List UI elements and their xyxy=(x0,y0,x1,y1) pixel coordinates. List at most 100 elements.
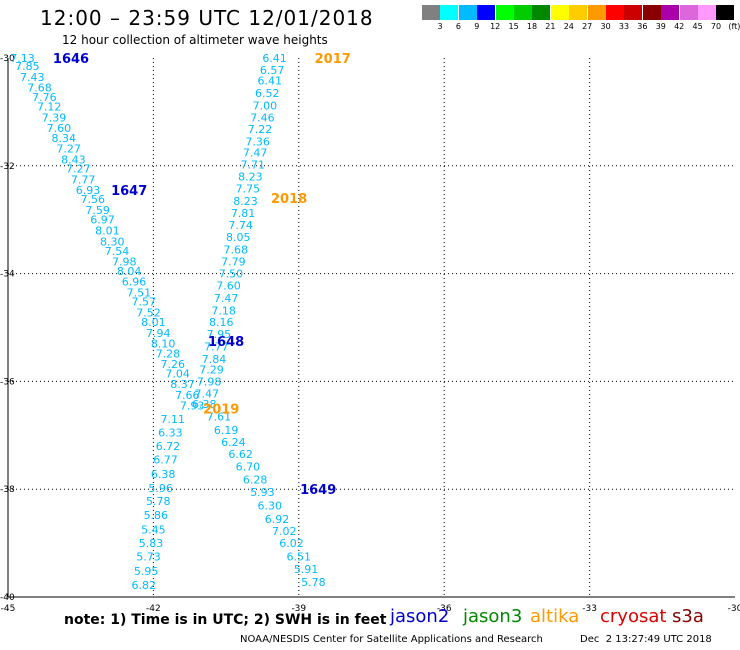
y-tick-label: -38 xyxy=(0,485,15,495)
wave-height-value: 6.93 xyxy=(76,184,101,197)
colorbar-label: 18 xyxy=(526,22,538,31)
wave-height-value: 6.96 xyxy=(122,276,147,289)
wave-height-value: 5.78 xyxy=(301,576,326,589)
wave-height-value: 6.28 xyxy=(243,473,268,486)
wave-height-value: 5.91 xyxy=(294,563,319,576)
wave-height-value: 6.19 xyxy=(214,424,239,437)
wave-height-value: 6.41 xyxy=(262,52,287,65)
timestamp-text: Dec 2 13:27:49 UTC 2018 xyxy=(580,634,712,645)
wave-height-value: 7.56 xyxy=(81,193,106,206)
colorbar-label: 3 xyxy=(437,22,443,31)
x-tick-label: -39 xyxy=(291,604,306,614)
colorbar-swatch xyxy=(422,5,440,20)
wave-height-value: 7.28 xyxy=(156,347,181,360)
wave-height-value: 8.01 xyxy=(141,316,166,329)
colorbar-swatch xyxy=(458,5,477,20)
wave-height-value: 7.36 xyxy=(245,136,270,149)
legend-s3a: s3a xyxy=(672,606,704,627)
wave-height-value: 7.76 xyxy=(32,91,57,104)
colorbar-swatch xyxy=(661,5,680,20)
x-tick-label: -42 xyxy=(146,604,161,614)
wave-height-value: 7.27 xyxy=(66,162,91,175)
wave-height-value: 7.18 xyxy=(211,304,236,317)
wave-height-value: 7.57 xyxy=(131,296,156,309)
x-tick-label: -33 xyxy=(582,604,597,614)
wave-height-value: 7.95 xyxy=(207,328,232,341)
colorbar-label: 30 xyxy=(600,22,611,31)
wave-height-value: 6.51 xyxy=(287,551,312,564)
wave-height-value: 7.26 xyxy=(161,358,186,371)
wave-height-value: 7.00 xyxy=(253,99,278,112)
wave-height-value: 8.43 xyxy=(61,153,86,166)
wave-height-value: 6.92 xyxy=(265,513,290,526)
colorbar-swatch xyxy=(569,5,588,20)
wave-height-value: 7.68 xyxy=(27,82,52,95)
wave-height-value: 7.93 xyxy=(180,400,205,413)
x-tick-label: -36 xyxy=(437,604,452,614)
wave-height-value: 8.16 xyxy=(209,316,234,329)
wave-height-value: 7.51 xyxy=(127,286,152,299)
wave-height-value: 7.11 xyxy=(161,413,186,426)
x-tick-label: -45 xyxy=(1,604,16,614)
note-text: note: 1) Time is in UTC; 2) SWH is in fe… xyxy=(64,612,387,628)
wave-height-value: 5.45 xyxy=(141,524,166,537)
wave-height-value: 5.83 xyxy=(139,537,164,550)
wave-height-value: 5.78 xyxy=(146,495,171,508)
wave-height-value: 8.34 xyxy=(51,132,76,145)
y-tick-label: -36 xyxy=(0,377,15,387)
colorbar-label: 21 xyxy=(545,22,556,31)
colorbar-swatch xyxy=(550,5,569,20)
wave-height-value: 6.30 xyxy=(257,499,282,512)
wave-height-value: 7.98 xyxy=(197,375,222,388)
colorbar-label: 70 xyxy=(710,22,722,31)
colorbar-swatch xyxy=(587,5,606,20)
wave-height-value: 5.95 xyxy=(134,565,159,578)
colorbar-label: 6 xyxy=(455,22,461,31)
wave-height-value: 7.85 xyxy=(15,60,40,73)
wave-height-value: 5.96 xyxy=(148,482,173,495)
wave-height-value: 6.72 xyxy=(156,440,181,453)
wave-height-value: 7.60 xyxy=(47,122,72,135)
colorbar-swatch xyxy=(606,5,624,20)
time-label: 1647 xyxy=(111,184,147,199)
colorbar-label: 15 xyxy=(508,22,519,31)
colorbar-label: 9 xyxy=(474,22,480,31)
time-label: 1649 xyxy=(300,483,336,498)
y-tick-label: -40 xyxy=(0,593,15,603)
wave-height-value: 7.84 xyxy=(202,353,227,366)
wave-height-value: 7.98 xyxy=(112,256,137,269)
wave-height-value: 6.77 xyxy=(153,454,178,467)
wave-height-value: 6.52 xyxy=(255,87,280,100)
colorbar-label: 39 xyxy=(655,22,666,31)
wave-height-value: 6.38 xyxy=(151,468,176,481)
wave-height-values: 7.137.857.437.687.767.127.397.608.347.27… xyxy=(10,52,325,592)
colorbar-swatch xyxy=(440,5,459,20)
wave-height-value: 7.75 xyxy=(236,182,261,195)
wave-height-value: 7.47 xyxy=(243,146,268,159)
wave-height-value: 5.73 xyxy=(136,551,161,564)
wave-height-value: 7.22 xyxy=(248,123,273,136)
colorbar-swatch xyxy=(532,5,551,20)
colorbar-swatch xyxy=(514,5,532,20)
wave-height-value: 7.71 xyxy=(241,159,266,172)
wave-height-value: 8.23 xyxy=(238,171,263,184)
wave-height-value: 7.60 xyxy=(216,279,241,292)
wave-height-value: 6.02 xyxy=(279,537,304,550)
legend-jason2: jason2 xyxy=(390,606,450,627)
wave-height-value: 7.81 xyxy=(231,207,256,220)
colorbar-label: 36 xyxy=(637,22,648,31)
wave-height-value: 7.77 xyxy=(71,173,96,186)
time-label: 2018 xyxy=(271,192,307,207)
grid-lines xyxy=(8,58,735,597)
wave-height-value: 7.94 xyxy=(146,327,171,340)
time-label: 2019 xyxy=(203,402,239,417)
wave-height-value: 7.68 xyxy=(224,243,249,256)
page-title: 12:00 – 23:59 UTC 12/01/2018 xyxy=(40,6,374,30)
wave-height-value: 7.02 xyxy=(272,525,297,538)
time-label: 1646 xyxy=(53,52,89,67)
wave-height-value: 7.13 xyxy=(10,52,35,65)
time-label: 2017 xyxy=(315,52,351,67)
wave-height-value: 7.74 xyxy=(228,219,253,232)
wave-height-value: 8.10 xyxy=(151,338,176,351)
